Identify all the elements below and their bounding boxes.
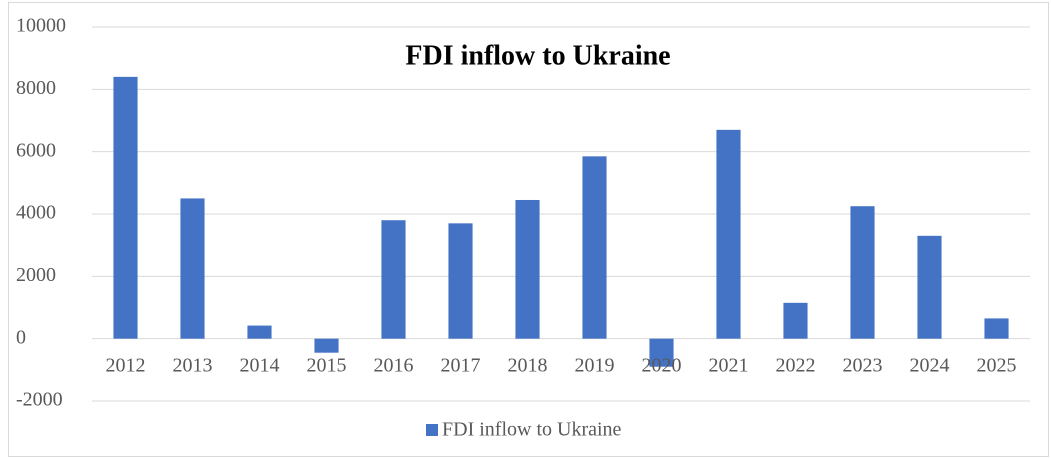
x-tick-label: 2019 bbox=[575, 354, 615, 376]
bar bbox=[850, 206, 875, 339]
x-tick-label: 2022 bbox=[776, 354, 816, 376]
y-tick-label: -2000 bbox=[16, 389, 63, 411]
x-tick-label: 2025 bbox=[977, 354, 1017, 376]
x-tick-label: 2012 bbox=[106, 354, 146, 376]
x-tick-label: 2018 bbox=[508, 354, 548, 376]
legend-label: FDI inflow to Ukraine bbox=[442, 419, 622, 441]
x-tick-label: 2014 bbox=[240, 354, 280, 376]
y-tick-label: 6000 bbox=[16, 139, 56, 161]
x-tick-label: 2015 bbox=[307, 354, 347, 376]
bar bbox=[649, 338, 674, 367]
bar bbox=[582, 156, 607, 339]
bar bbox=[113, 76, 138, 339]
bar bbox=[783, 302, 808, 339]
x-tick-label: 2024 bbox=[910, 354, 950, 376]
bar bbox=[448, 223, 473, 339]
x-tick-label: 2013 bbox=[173, 354, 213, 376]
bar bbox=[247, 325, 272, 339]
y-tick-label: 4000 bbox=[16, 202, 56, 224]
y-tick-label: 8000 bbox=[16, 77, 56, 99]
chart-title: FDI inflow to Ukraine bbox=[405, 40, 670, 71]
bar bbox=[515, 199, 540, 339]
y-tick-label: 2000 bbox=[16, 264, 56, 286]
bar bbox=[314, 338, 339, 353]
y-tick-label: 0 bbox=[16, 326, 26, 348]
x-tick-label: 2020 bbox=[642, 354, 682, 376]
x-tick-label: 2021 bbox=[709, 354, 749, 376]
bar bbox=[984, 318, 1009, 339]
bar bbox=[381, 220, 406, 339]
bar bbox=[716, 129, 741, 339]
x-tick-label: 2023 bbox=[843, 354, 883, 376]
x-tick-label: 2016 bbox=[374, 354, 414, 376]
bar bbox=[180, 198, 205, 339]
x-tick-label: 2017 bbox=[441, 354, 481, 376]
legend-swatch bbox=[426, 424, 438, 436]
y-tick-label: 10000 bbox=[16, 15, 66, 37]
bar bbox=[917, 235, 942, 339]
